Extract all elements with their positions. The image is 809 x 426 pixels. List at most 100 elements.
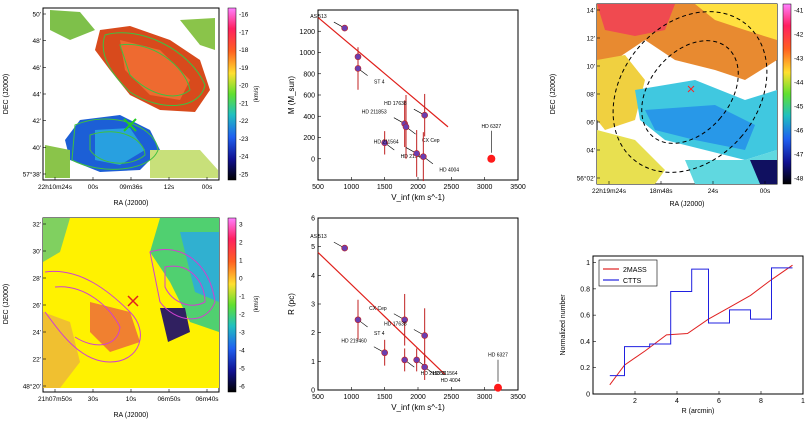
radius-ylabel: R (pc) xyxy=(287,293,296,315)
radial-ylabel: Normalized number xyxy=(560,294,567,356)
radial-xtick-label: 2 xyxy=(633,398,637,405)
mass-data-point xyxy=(421,111,428,119)
map1-xtick-label: 00s xyxy=(88,184,99,191)
radius-data-point xyxy=(421,332,428,339)
map3-ellipses xyxy=(612,11,768,173)
map3-ytick-label: 14' xyxy=(587,8,595,15)
radius-xtick-label: 3500 xyxy=(510,394,526,401)
velocity-map-3: 14' 12' 10' 08' 06' 04' 56°02' 22h19m24s 18m48s… xyxy=(550,3,804,208)
map3-cbar-tick-label: -48 xyxy=(794,176,804,183)
radius-plot-frame xyxy=(317,217,519,391)
map1-ytick-label: 44' xyxy=(33,92,41,99)
map4-ytick-label: 26' xyxy=(33,303,41,310)
map1-red-emission xyxy=(50,10,215,112)
mass-point-label: CX Cep xyxy=(422,138,440,144)
map4-cbar-tick-label: -2 xyxy=(239,312,245,319)
radial-xtick-label: 4 xyxy=(675,398,679,405)
map3-ytick-label: 08' xyxy=(587,92,595,99)
map4-xtick-label: 30s xyxy=(88,396,99,403)
map4-cbar-tick-label: 1 xyxy=(239,258,243,265)
radial-ytick-label: 0 xyxy=(586,392,590,399)
mass-ytick-label: 400 xyxy=(303,114,315,121)
mass-xtick-label: 2500 xyxy=(444,184,460,191)
map1-cbar-tick-label: -25 xyxy=(239,172,249,179)
radius-ytick-label: 4 xyxy=(311,273,315,280)
map4-xtick-label: 10s xyxy=(126,396,137,403)
radius-fit-line xyxy=(317,251,446,375)
map4-colorbar xyxy=(227,217,237,393)
radial-series-1 xyxy=(609,267,793,377)
map3-xtick-label: 00s xyxy=(760,188,771,195)
mass-annotation-arrow xyxy=(393,117,403,123)
mass-xtick-label: 500 xyxy=(312,184,324,191)
map3-cbar-tick-label: -47 xyxy=(794,152,804,159)
map3-center-marker xyxy=(687,85,695,93)
mass-point-label: AS 513 xyxy=(310,14,327,20)
mass-annotation-arrow xyxy=(405,147,415,153)
radius-annotation-arrow xyxy=(373,346,383,352)
map4-cbar-tick-label: -3 xyxy=(239,330,245,337)
map3-cbar-tick-label: -42 xyxy=(794,32,804,39)
map4-cbar-tick-label: -6 xyxy=(239,384,245,391)
mass-chart-panel: 500 1000 1500 2000 2500 3000 3500 0 200 400 600 800… xyxy=(270,0,540,210)
radius-annotation-arrow xyxy=(360,321,368,328)
mass-vs-vinf-chart: 500 1000 1500 2000 2500 3000 3500 0 200 400 600 800… xyxy=(287,9,526,202)
map4-ytick-label: 28' xyxy=(33,276,41,283)
radius-ytick-label: 5 xyxy=(311,244,315,251)
radius-data-point xyxy=(341,244,348,252)
radius-ytick-label: 1 xyxy=(311,359,315,366)
radial-xtick-label: 1 xyxy=(801,398,805,405)
radius-xtick-label: 500 xyxy=(312,394,324,401)
mass-point-label: HD 4004 xyxy=(439,168,459,174)
map3-ylabel: DEC (J2000) xyxy=(550,74,557,114)
mass-annotation-arrow xyxy=(360,69,368,76)
radius-data-point xyxy=(401,356,408,364)
map4-ytick-label: 48°20' xyxy=(23,383,41,391)
radius-chart-panel: 500 1000 1500 2000 2500 3000 3500 0 1 2 3 4 5 6 AS 513… xyxy=(270,212,540,421)
radius-point-label: HD 219460 xyxy=(341,339,367,345)
radial-series-0 xyxy=(609,264,793,386)
radius-annotation-arrow xyxy=(406,361,415,368)
map4-xtick-label: 21h07m50s xyxy=(38,396,73,403)
map1-ytick-label: 40' xyxy=(33,145,41,152)
mass-point-label: HD 17638 xyxy=(384,101,407,107)
radius-xtick-label: 3000 xyxy=(477,394,493,401)
map1-cbar-tick-label: -24 xyxy=(239,154,249,161)
map3-cbar-tick-label: -41 xyxy=(794,8,804,15)
radius-annotation-arrow xyxy=(426,368,435,375)
map1-cbar-tick-label: -20 xyxy=(239,83,249,90)
radius-point-label: ST 4 xyxy=(374,331,385,337)
mass-data-point xyxy=(413,150,420,157)
radius-xtick-label: 2000 xyxy=(410,394,426,401)
map4-cbar-tick-label: 0 xyxy=(239,276,243,283)
map3-xtick-label: 22h19m24s xyxy=(592,188,627,195)
map4-xlabel: RA (J2000) xyxy=(113,412,148,419)
radius-point-label: HD 211853 xyxy=(421,371,446,377)
velocity-map-1: 50' 48' 46' 44' 42' 40' 57°38' 22h10m24s 00s 09m… xyxy=(3,7,260,207)
map3-cbar-tick-label: -43 xyxy=(794,56,804,63)
mass-ytick-label: 200 xyxy=(303,135,315,142)
map3-cbar-tick-label: -46 xyxy=(794,128,804,135)
map1-cbar-tick-label: -23 xyxy=(239,136,249,143)
map4-cbar-label: (km/s) xyxy=(254,296,260,313)
mass-outlier-label: HD 6327 xyxy=(481,124,501,130)
map4-cbar-tick-label: -1 xyxy=(239,294,245,301)
mass-data-point xyxy=(420,153,427,160)
radius-data-point xyxy=(421,363,428,371)
radial-ytick-label: 0.2 xyxy=(580,365,590,372)
mass-xtick-label: 3500 xyxy=(510,184,526,191)
map3-xtick-label: 24s xyxy=(708,188,719,195)
map1-cbar-label: (km/s) xyxy=(254,86,260,103)
mass-xlabel: V_inf (km s^-1) xyxy=(391,193,445,202)
radial-xlabel: R (arcmin) xyxy=(682,408,715,415)
mass-ytick-label: 600 xyxy=(303,93,315,100)
map3-ytick-label: 12' xyxy=(587,36,595,43)
radius-ytick-label: 0 xyxy=(311,388,315,395)
map3-cbar-tick-label: -44 xyxy=(794,80,804,87)
mass-point-label: HD 219460 xyxy=(401,154,427,160)
radius-ytick-label: 6 xyxy=(311,216,315,223)
map1-cbar-tick-label: -16 xyxy=(239,12,249,19)
map3-ytick-label: 56°02' xyxy=(577,175,595,183)
radius-outlier-point xyxy=(494,383,502,392)
